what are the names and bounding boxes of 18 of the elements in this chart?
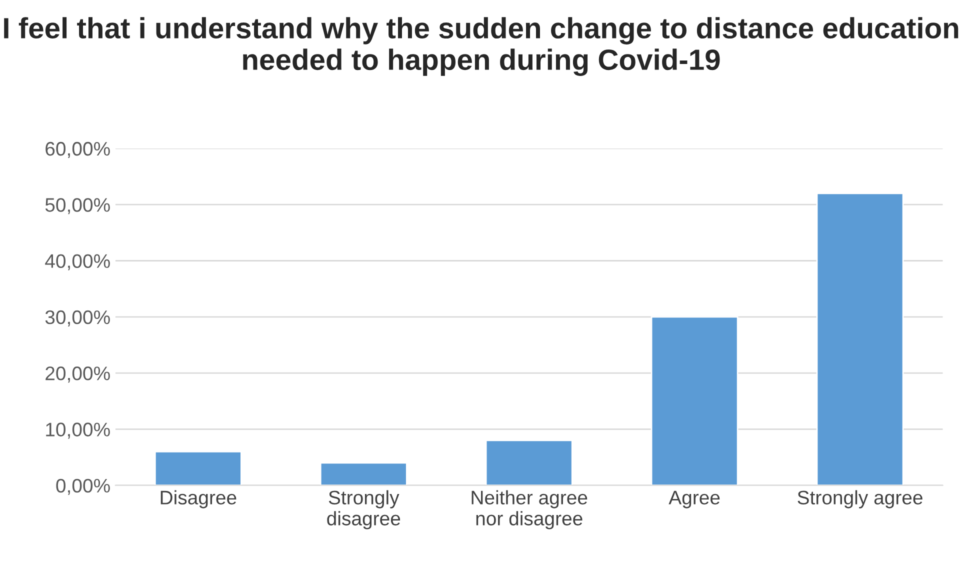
bar [485, 440, 573, 486]
bar [154, 450, 242, 486]
y-tick-label: 0,00% [56, 478, 110, 495]
x-tick-label: Strongly disagree [327, 490, 400, 530]
y-tick-label: 50,00% [45, 198, 110, 214]
y-tick-label: 20,00% [46, 366, 110, 383]
y-tick-label: 10,00% [46, 422, 110, 439]
y-tick-label: 60,00% [46, 142, 110, 158]
bar [650, 316, 738, 486]
x-tick-label: Neither agree nor disagree [472, 490, 588, 530]
x-tick-label: Strongly agree [798, 490, 922, 508]
y-tick-label: 40,00% [45, 254, 110, 270]
x-tick-label: Agree [668, 490, 720, 508]
chart-title: I feel that i understand why the sudden change to distance education needed to happen during Covid-19 [4, 17, 958, 76]
y-tick-label: 30,00% [45, 310, 110, 326]
x-tick-label: Disagree [160, 490, 236, 508]
bar [320, 462, 408, 486]
bar [816, 192, 904, 486]
